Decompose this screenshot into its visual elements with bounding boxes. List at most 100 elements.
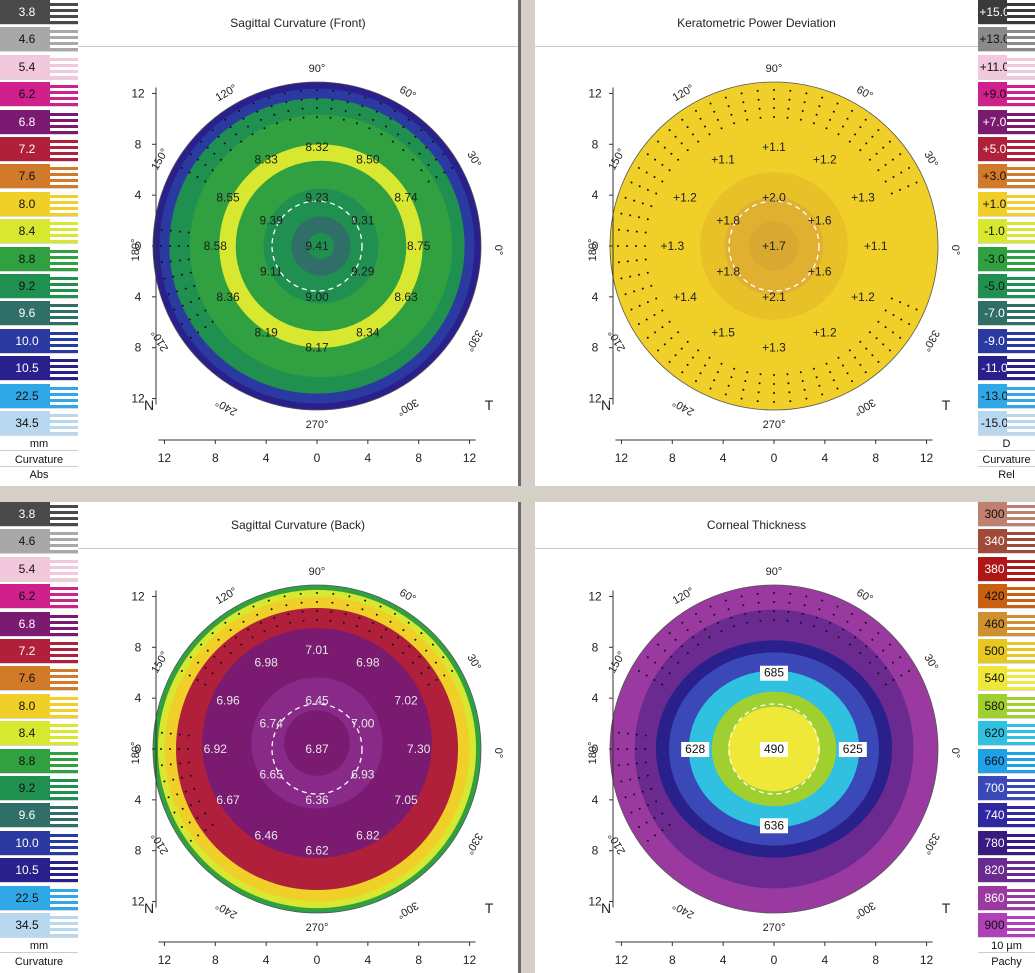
front-value-label: 9.29 [351,264,375,278]
front-value-label: 8.17 [305,341,329,355]
front-value-label: 8.32 [305,140,329,154]
front-angle-label: 180° [130,239,142,262]
rel-scale-swatch-detail [1007,356,1035,381]
front-angle-label: 240° [214,396,240,418]
thickness-x-tick-label: 12 [615,953,629,967]
front-pupil-circle [271,200,363,292]
kpd-x-tick-label: 0 [771,451,778,465]
thickness-value-label: 490 [764,742,784,756]
front-value-label: 9.41 [305,239,329,253]
pachy-scale-swatch-label: 860 [984,890,1005,905]
back-x-tick-label: 8 [415,953,422,967]
abs-scale-swatch: 3.8 [0,0,78,25]
back-nasal-label: N [144,900,154,916]
front-value-label: 8.50 [356,153,380,167]
abs-scale-swatch-label: 34.5 [15,416,39,430]
back-angle-label: 120° [214,585,240,607]
abs-scale-swatch-label: 6.2 [18,589,36,604]
kpd-y-tick-label: 8 [592,137,599,151]
abs-scale-swatch: 7.6 [0,164,78,190]
front-curvature-panel[interactable]: Sagittal Curvature (Front) 12 8 4 0 4 8 12 12 8 4… [78,0,518,486]
front-y-tick-label: 8 [135,341,142,355]
back-value-label: 6.92 [204,742,228,756]
kpd-value-label: +1.6 [808,214,832,228]
rel-scale-swatch: -1.0 [978,219,1035,245]
abs-scale-swatch: 7.2 [0,137,78,162]
kpd-value-label: +1.4 [673,290,697,304]
pachy-scale-swatch: 700 [978,776,1035,801]
kpd-map-dots [617,89,918,403]
abs-curvature-scale-top: 3.8 4.6 5.4 6.2 6.8 7.2 7.6 8.0 8.4 8.8 9.2 9.6 10.0… [0,0,78,486]
back-x-tick-label: 0 [314,953,321,967]
front-value-label: 9.00 [305,290,329,304]
kpd-temporal-label: T [942,397,951,413]
abs-scale-swatch-detail [50,885,78,910]
abs-scale-swatch-label: 6.8 [18,114,36,129]
thickness-angle-label: 150° [606,650,628,676]
abs-scale-swatch-detail [50,858,78,883]
back-value-label: 6.46 [254,828,278,842]
pachy-scale-swatch-detail [1007,721,1035,746]
kpd-value-label: +1.8 [716,214,740,228]
kpd-angle-label: 120° [671,82,697,104]
abs-scale-swatch-label: 34.5 [15,918,39,932]
thickness-value-label: 628 [685,742,705,756]
pachy-scale-swatch: 420 [978,584,1035,610]
front-value-label: 8.75 [407,239,431,253]
kpd-value-label: +1.6 [808,264,832,278]
front-value-label: 8.63 [394,290,418,304]
back-value-label: 6.74 [260,717,284,731]
rel-scale-swatch-label: -13.0 [980,388,1009,403]
abs-scale-swatch-detail [50,191,78,216]
abs-scale-swatch-detail [50,693,78,718]
pachy-scale-swatch: 340 [978,529,1035,555]
abs-scale-swatch-label: 5.4 [18,59,36,74]
pachy-scale-swatch-label: 580 [984,698,1005,713]
back-value-label: 6.62 [305,844,329,858]
back-value-label: 6.65 [260,767,284,781]
kpd-panel[interactable]: Keratometric Power Deviation 12 8 4 0 4 8 12 12… [535,0,978,486]
abs-scale-swatch-detail [50,666,78,691]
abs-scale-swatch-detail [50,611,78,636]
abs-scale-swatch-detail [50,913,78,937]
abs-scale-swatch: 10.5 [0,356,78,382]
back-curvature-panel[interactable]: Sagittal Curvature (Back) 12 8 4 0 4 8 12 12 8 4 0… [78,502,518,973]
pachy-scale-swatch-detail [1007,502,1035,526]
pachy-scale-swatch-detail [1007,611,1035,636]
front-x-tick-label: 8 [212,451,219,465]
thickness-angle-label: 240° [671,899,697,921]
thickness-value-label: 685 [764,666,784,680]
front-nasal-label: N [144,397,154,413]
pachy-scale-swatch-detail [1007,776,1035,800]
front-angle-label: 270° [306,419,329,431]
pachy-scale-swatch: 780 [978,830,1035,856]
rel-scale-swatch-detail [1007,191,1035,216]
thickness-value-label: 625 [843,742,863,756]
abs-scale-swatch-detail [50,0,78,24]
abs-scale-swatch: 4.6 [0,529,78,555]
thickness-value-bg [760,742,788,757]
pachy-scale-swatch-label: 740 [984,808,1005,823]
thickness-panel[interactable]: Corneal Thickness 12 8 4 0 4 8 12 12 8 4 0 4 8 12 N T 90… [535,502,978,973]
pachy-scale-unit-pachy: Pachy [991,956,1022,968]
abs-scale-unit-abs: Abs [29,469,49,481]
abs-scale-unit-mm: mm [0,940,78,953]
abs-scale-swatch-detail [50,246,78,271]
kpd-x-tick-label: 4 [720,451,727,465]
rel-scale-swatch: -7.0 [978,301,1035,327]
abs-scale-swatch-label: 9.2 [18,781,36,795]
front-x-tick-label: 4 [263,451,270,465]
abs-scale-swatch: 6.2 [0,82,78,108]
front-y-tick-label: 4 [135,290,142,304]
back-y-tick-label: 12 [131,895,145,909]
rel-scale-swatch-label: +11.0 [979,59,1010,74]
rel-scale-swatch-detail [1007,0,1035,24]
abs-scale-swatch-label: 3.8 [18,5,36,19]
thickness-angle-label: 270° [763,922,786,934]
thickness-y-tick-label: 4 [592,691,599,705]
rel-scale-swatch: +15.0 [978,0,1035,25]
